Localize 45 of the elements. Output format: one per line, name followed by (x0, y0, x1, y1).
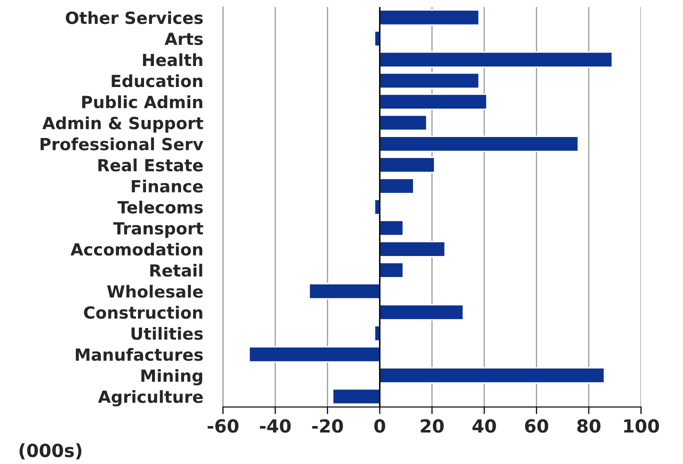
y-tick-label: Utilities (132, 326, 203, 340)
y-tick-label: Agriculture (98, 390, 203, 406)
bar (308, 282, 380, 300)
y-tick-label: Construction (84, 306, 202, 319)
bar (379, 304, 464, 321)
y-tick-label: Accomodation (70, 242, 202, 256)
x-tick-label: 60 (525, 419, 548, 433)
y-tick-label: Telecoms (118, 200, 203, 214)
bar (379, 9, 480, 26)
y-tick-label: Finance (132, 180, 203, 193)
bar (379, 156, 436, 174)
y-tick-label: Other Services (66, 11, 203, 24)
y-tick-label: Manufactures (76, 348, 203, 361)
bar (379, 178, 414, 194)
y-tick-label: Transport (113, 222, 204, 238)
y-tick-label: Professional Serv (40, 138, 204, 150)
y-tick-label: Wholesale (107, 284, 203, 298)
x-tick-label: 80 (577, 419, 600, 433)
bar (379, 220, 404, 236)
bar (332, 388, 380, 405)
x-tick-label: 0 (374, 419, 386, 433)
bar (379, 51, 613, 68)
bar (248, 346, 380, 363)
text: (000s) (20, 443, 82, 460)
y-tick-label: Retail (150, 264, 202, 277)
x-tick-label: 20 (420, 419, 444, 433)
bar (379, 114, 428, 132)
y-tick-label: Health (143, 53, 202, 66)
x-tick-label: -40 (260, 419, 291, 433)
y-tick-label: Admin & Support (42, 116, 204, 133)
y-tick-label: Public Admin (82, 95, 202, 108)
bar (379, 93, 488, 110)
bar (379, 240, 446, 258)
x-tick-label: 100 (624, 419, 659, 433)
y-tick-label: Real Estate (98, 158, 203, 172)
x-tick-label: 40 (472, 419, 496, 433)
bar (379, 72, 480, 89)
y-tick-label: Education (112, 74, 202, 88)
bar (379, 136, 579, 152)
y-tick-label: Mining (141, 369, 202, 386)
bar (379, 367, 606, 384)
x-tick-label: -60 (208, 419, 238, 433)
y-tick-label: Arts (164, 32, 203, 46)
bar (379, 262, 404, 278)
x-tick-label: -20 (312, 419, 343, 433)
